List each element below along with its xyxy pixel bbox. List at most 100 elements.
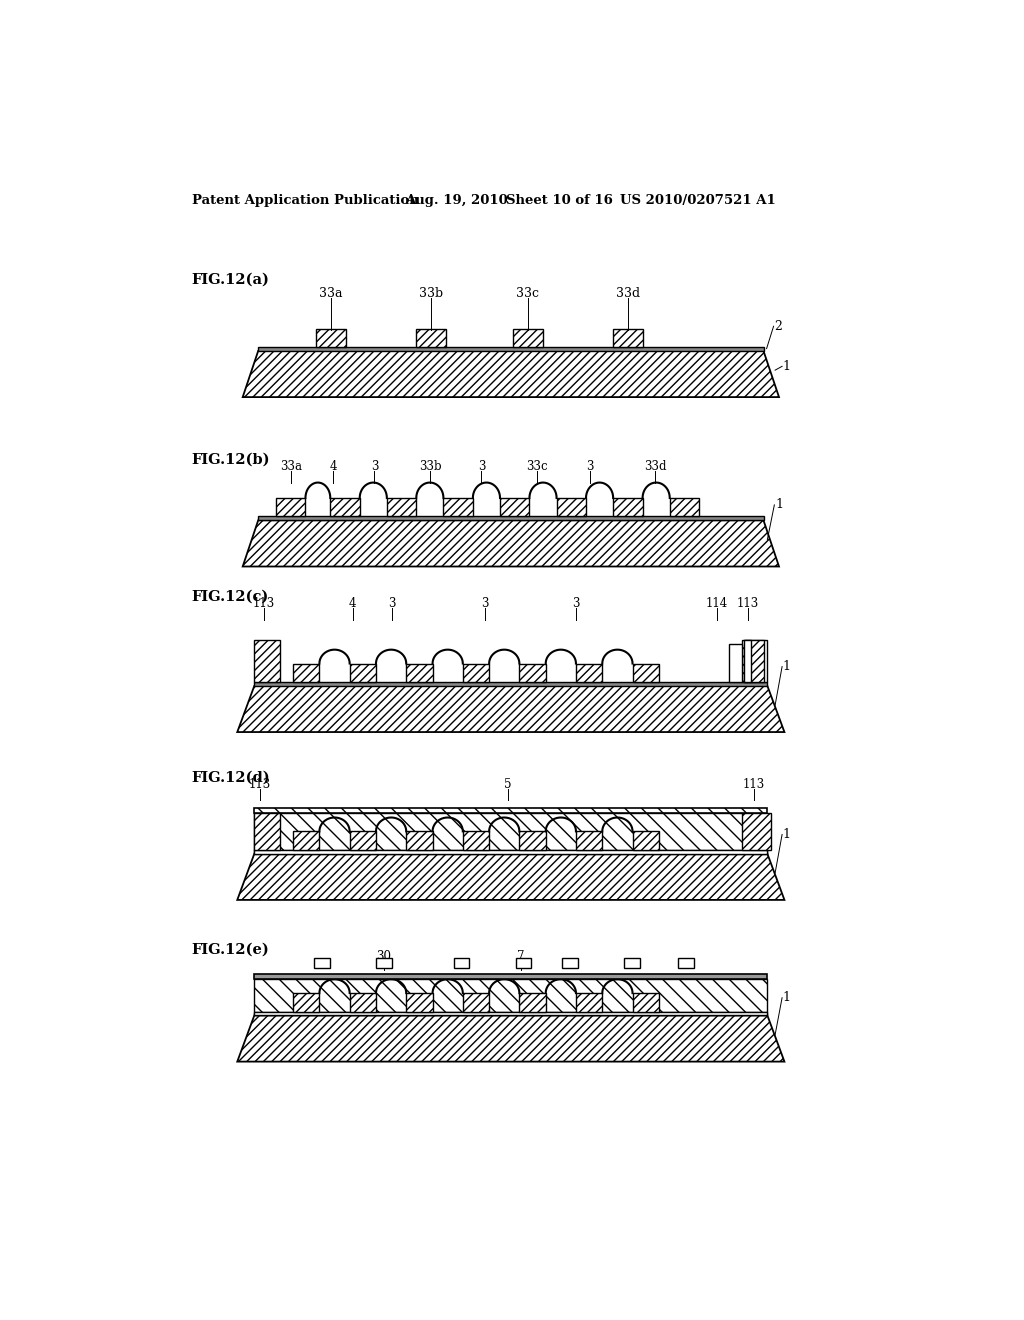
Text: 114: 114: [706, 597, 728, 610]
Bar: [293, 832, 319, 850]
Bar: [293, 993, 319, 1011]
Bar: [744, 640, 751, 682]
Bar: [316, 329, 346, 347]
Bar: [515, 958, 531, 969]
Text: 2: 2: [774, 319, 782, 333]
Bar: [417, 329, 445, 347]
Text: FIG.12(d): FIG.12(d): [191, 771, 270, 784]
Bar: [519, 832, 546, 850]
Text: 30: 30: [376, 949, 391, 962]
Bar: [254, 1011, 767, 1015]
Bar: [463, 832, 489, 850]
Bar: [613, 329, 643, 347]
Text: US 2010/0207521 A1: US 2010/0207521 A1: [621, 194, 776, 207]
Text: 4: 4: [330, 459, 337, 473]
Polygon shape: [238, 1015, 784, 1061]
Text: 7: 7: [517, 949, 524, 962]
Bar: [254, 1011, 767, 1015]
Bar: [624, 958, 640, 969]
Bar: [349, 993, 376, 1011]
Text: 113: 113: [737, 597, 759, 610]
Polygon shape: [238, 854, 784, 900]
Bar: [443, 498, 473, 516]
Bar: [387, 498, 417, 516]
Bar: [575, 993, 602, 1011]
Bar: [254, 813, 280, 850]
Bar: [557, 498, 586, 516]
Text: 1: 1: [783, 660, 791, 673]
Bar: [254, 640, 280, 682]
Bar: [575, 664, 602, 682]
Text: 3: 3: [572, 597, 580, 610]
Text: 33a: 33a: [280, 459, 302, 473]
Bar: [729, 644, 741, 682]
Bar: [463, 664, 489, 682]
Text: 5: 5: [504, 777, 512, 791]
Bar: [633, 832, 658, 850]
Bar: [254, 813, 767, 850]
Bar: [633, 664, 658, 682]
Bar: [254, 808, 767, 813]
Text: FIG.12(c): FIG.12(c): [191, 590, 268, 603]
Bar: [500, 498, 529, 516]
Bar: [349, 664, 376, 682]
Bar: [407, 664, 432, 682]
Bar: [254, 850, 767, 854]
Text: FIG.12(a): FIG.12(a): [191, 272, 269, 286]
Bar: [519, 664, 546, 682]
Text: FIG.12(e): FIG.12(e): [191, 942, 269, 956]
Text: 33c: 33c: [526, 459, 548, 473]
Bar: [670, 498, 699, 516]
Text: 3: 3: [371, 459, 378, 473]
Text: 4: 4: [349, 597, 356, 610]
Text: 113: 113: [743, 777, 765, 791]
Bar: [454, 958, 469, 969]
Bar: [293, 664, 319, 682]
Text: 3: 3: [480, 597, 488, 610]
Bar: [376, 958, 391, 969]
Text: FIG.12(b): FIG.12(b): [191, 453, 270, 466]
Text: 3: 3: [388, 597, 395, 610]
Bar: [407, 832, 432, 850]
Polygon shape: [238, 686, 784, 733]
Bar: [254, 974, 767, 979]
Bar: [254, 850, 767, 854]
Text: 33d: 33d: [644, 459, 667, 473]
Text: 113: 113: [249, 777, 271, 791]
Polygon shape: [243, 520, 779, 566]
Text: 1: 1: [775, 499, 783, 511]
Bar: [254, 682, 767, 686]
Text: 3: 3: [586, 459, 594, 473]
Text: Sheet 10 of 16: Sheet 10 of 16: [506, 194, 613, 207]
Bar: [331, 498, 359, 516]
Text: 33c: 33c: [516, 286, 540, 300]
Bar: [633, 993, 658, 1011]
Bar: [407, 993, 432, 1011]
Text: 33a: 33a: [319, 286, 343, 300]
Bar: [744, 640, 767, 682]
Text: 33d: 33d: [615, 286, 640, 300]
Bar: [513, 329, 543, 347]
Text: 33b: 33b: [419, 459, 441, 473]
Text: 1: 1: [783, 991, 791, 1005]
Bar: [575, 832, 602, 850]
Bar: [741, 813, 771, 850]
Text: 1: 1: [783, 360, 791, 372]
Polygon shape: [243, 351, 779, 397]
Text: Patent Application Publication: Patent Application Publication: [191, 194, 418, 207]
Bar: [258, 347, 764, 351]
Text: 113: 113: [253, 597, 274, 610]
Text: 33b: 33b: [419, 286, 443, 300]
Bar: [463, 993, 489, 1011]
Bar: [562, 958, 578, 969]
Text: 1: 1: [783, 828, 791, 841]
Bar: [276, 498, 305, 516]
Text: Aug. 19, 2010: Aug. 19, 2010: [406, 194, 508, 207]
Bar: [258, 516, 764, 520]
Bar: [349, 832, 376, 850]
Bar: [519, 993, 546, 1011]
Bar: [314, 958, 330, 969]
Text: 3: 3: [477, 459, 485, 473]
Bar: [254, 979, 767, 1011]
Bar: [613, 498, 643, 516]
